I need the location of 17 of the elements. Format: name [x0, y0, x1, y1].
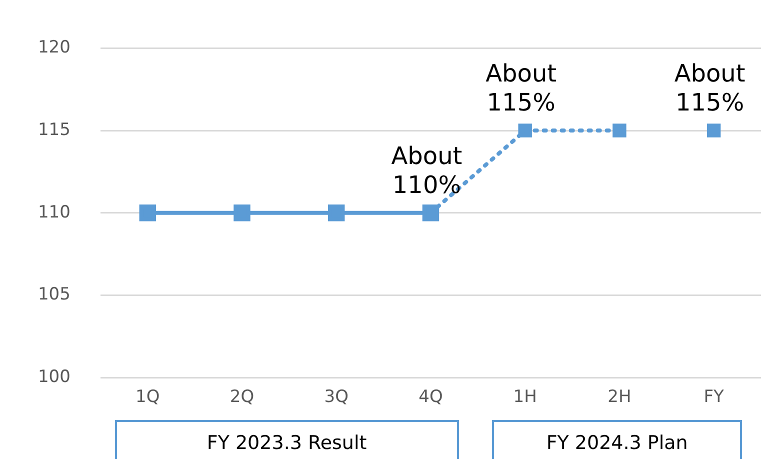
y-tick-label: 115: [38, 120, 70, 140]
x-tick-label: 4Q: [418, 387, 443, 408]
y-tick-label: 120: [38, 38, 70, 58]
x-tick-label: 1Q: [136, 387, 160, 408]
annotation: About 115%: [674, 60, 746, 117]
annotation: About 110%: [391, 142, 462, 199]
annotation: About 115%: [486, 60, 557, 117]
x-tick-label: 2H: [608, 387, 632, 408]
x-tick-label: FY: [704, 387, 725, 408]
y-tick-label: 110: [38, 202, 70, 222]
x-tick-label: 3Q: [324, 387, 348, 408]
x-tick-label: 1H: [513, 387, 537, 408]
bracket-box: FY 2024.3 Plan: [492, 420, 742, 459]
bracket-box: FY 2023.3 Result: [114, 420, 460, 459]
y-tick-label: 105: [38, 284, 70, 305]
x-tick-label: 2Q: [230, 387, 254, 408]
y-tick-label: 100: [38, 367, 70, 388]
